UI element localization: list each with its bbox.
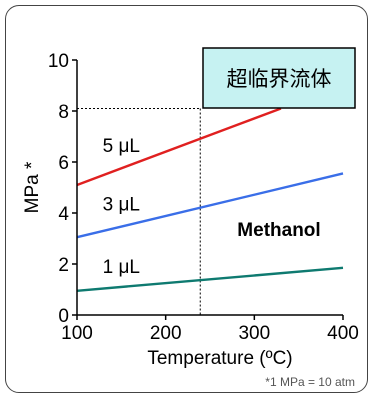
- y-tick-label: 10: [48, 51, 69, 72]
- series-label-3: 1 μL: [103, 257, 140, 278]
- series-lines: 5 μL 3 μL 1 μL: [76, 107, 344, 292]
- footnote: *1 MPa = 10 atm: [265, 375, 355, 389]
- compound-label: Methanol: [237, 220, 320, 241]
- y-axis-label: MPa *: [22, 161, 43, 213]
- x-tick-label: 300: [238, 323, 270, 344]
- supercritical-box: [202, 47, 356, 109]
- x-tick-label: 400: [327, 323, 359, 344]
- y-tick-label: 0: [58, 306, 69, 327]
- series-label-1: 5 μL: [103, 136, 140, 157]
- x-tick-label: 100: [61, 323, 93, 344]
- y-tick-label: 6: [58, 153, 69, 174]
- series-line-1: [76, 107, 282, 187]
- series-line-3: [76, 266, 344, 292]
- supercritical-label: 超临界流体: [227, 68, 332, 91]
- y-tick-label: 2: [58, 255, 69, 276]
- x-axis-label: Temperature (ºC): [147, 348, 292, 369]
- series-label-2: 3 μL: [103, 194, 140, 215]
- axes: 0 2 4 6 8 10 100 200 300 400: [48, 51, 359, 344]
- y-tick-label: 8: [58, 102, 69, 123]
- y-tick-label: 4: [58, 204, 69, 225]
- x-tick-label: 200: [150, 323, 182, 344]
- series-line-2: [76, 172, 344, 239]
